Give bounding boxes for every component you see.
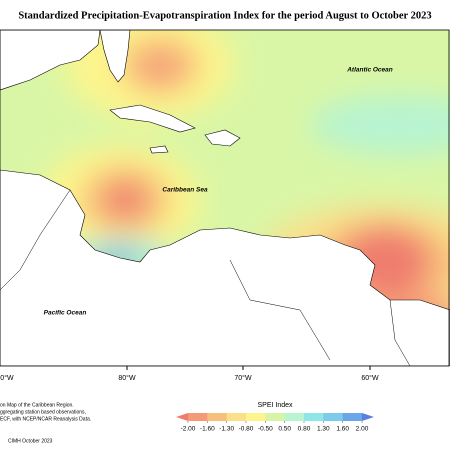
title: Standardized Precipitation-Evapotranspir… <box>18 10 431 21</box>
legend: -2.00 -1.60 -1.30 -0.80 -0.50 0.50 0.80 1.30 1.6… <box>176 413 374 433</box>
legend-tick-label: 1.30 <box>317 426 330 433</box>
mainland <box>0 169 450 366</box>
cuba <box>109 104 196 133</box>
legend-swatch <box>304 413 324 421</box>
map: Atlantic Ocean Caribbean Sea Pacific Oce… <box>0 30 450 366</box>
legend-tick-label: 1.60 <box>336 426 349 433</box>
lon-label: 80°W <box>118 374 136 382</box>
legend-swatch <box>342 413 363 421</box>
ocean-label: Atlantic Ocean <box>346 67 393 74</box>
legend-tick-label: 0.80 <box>298 426 311 433</box>
legend-tick-label: -2.00 <box>181 426 196 433</box>
legend-tick-label: 2.00 <box>356 426 369 433</box>
legend-tick-label: -1.60 <box>200 426 215 433</box>
credit: CIMH October 2023 <box>8 438 53 444</box>
legend-swatch <box>246 413 266 421</box>
ocean-label: Pacific Ocean <box>44 310 87 317</box>
legend-swatch <box>188 413 208 421</box>
legend-swatch <box>323 413 343 421</box>
lon-label: 70°W <box>234 374 252 382</box>
legend-swatch <box>265 413 285 421</box>
legend-tick-label: -0.80 <box>239 426 254 433</box>
legend-swatch <box>284 413 305 421</box>
florida <box>99 30 131 83</box>
gulf-coast <box>0 30 101 91</box>
note: ggregating station based observations, <box>0 409 86 415</box>
legend-end <box>176 413 188 421</box>
legend-end <box>362 413 374 421</box>
hispaniola <box>204 129 241 147</box>
legend-tick-label: 0.50 <box>278 426 291 433</box>
legend-tick-label: -1.30 <box>219 426 234 433</box>
legend-title: SPEI Index <box>257 402 293 409</box>
legend-swatch <box>226 413 247 421</box>
map-frame <box>0 29 450 367</box>
ocean-label: Caribbean Sea <box>162 187 208 194</box>
legend-swatch <box>207 413 227 421</box>
legend-tick-label: -0.50 <box>258 426 273 433</box>
note: on Map of the Caribbean Region. <box>0 402 74 408</box>
lon-label: 60°W <box>361 374 379 382</box>
lon-label: 90°W <box>0 374 14 382</box>
note: ECF, with NCEP/NCAR Reanalysis Data. <box>0 416 91 422</box>
jamaica <box>149 145 169 154</box>
